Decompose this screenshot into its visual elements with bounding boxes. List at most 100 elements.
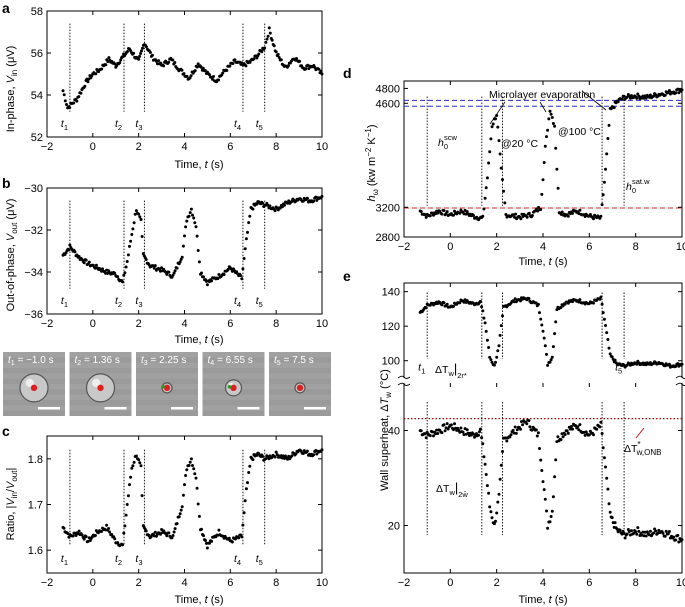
series-c-point	[181, 493, 185, 497]
x-tick-label: 2	[494, 577, 500, 589]
x-tick-label: 0	[90, 318, 96, 330]
series-d-point	[556, 186, 560, 190]
series-a-point	[180, 68, 184, 72]
y-tick-label: −36	[24, 309, 43, 321]
series-c-point	[137, 458, 141, 462]
series-d-point	[541, 178, 545, 182]
marks-d	[418, 87, 684, 222]
series-d-point	[503, 201, 507, 205]
series-a-point	[126, 50, 129, 53]
photo-texture	[136, 362, 198, 368]
series-e-bottom-point	[419, 429, 423, 433]
series-a-point	[118, 61, 122, 65]
series-e-bottom-point	[528, 425, 532, 429]
series-a-point	[137, 57, 141, 61]
series-b-point	[87, 260, 91, 264]
series-d-point	[592, 217, 595, 221]
series-d-point	[606, 137, 610, 140]
series-e-bottom-point	[478, 427, 482, 431]
panel-e-top-marker-label: t5	[615, 361, 622, 375]
series-c-point	[246, 481, 249, 485]
panel-c-marker-label: t1	[61, 553, 68, 567]
series-a-point	[276, 53, 280, 56]
xlabel-c: Time, t (s)	[174, 594, 223, 606]
photo-texture	[269, 394, 331, 400]
panel-letter-c: c	[2, 423, 10, 439]
series-d-point	[546, 128, 550, 132]
series-b-point	[196, 249, 200, 252]
series-e-bottom-point	[505, 439, 509, 443]
series-d-point	[424, 215, 428, 219]
series-e-bottom-point	[432, 434, 435, 438]
series-d-point	[465, 210, 469, 214]
series-e-bottom-point	[549, 515, 553, 518]
series-e-bottom-point	[618, 528, 622, 532]
series-b-point	[194, 225, 198, 229]
series-a-point	[157, 59, 160, 63]
scale-bar	[38, 407, 60, 410]
series-c-point	[113, 537, 117, 541]
series-c-point	[105, 523, 109, 527]
series-e-bottom-point	[606, 487, 610, 491]
ylabel-c: Ratio, |Vin/Vout|	[5, 468, 19, 541]
series-c-point	[93, 534, 97, 537]
onb-arrow	[635, 427, 645, 439]
series-a-point	[228, 64, 232, 68]
series-b-point	[183, 234, 186, 238]
series-e-top-point	[610, 355, 614, 359]
series-c-point	[204, 539, 207, 542]
ticks-c: −2 0 2 4 6 8 10 1.6 1.7 1.8	[28, 436, 328, 589]
series-c-point	[315, 452, 319, 456]
series-e-top-point	[600, 302, 604, 306]
series-d-point	[566, 214, 570, 218]
series-e-bottom-point	[482, 455, 486, 459]
series-c-point	[172, 530, 176, 534]
series-a-point	[185, 74, 189, 78]
series-c-point	[167, 531, 171, 535]
series-a-point	[268, 31, 272, 35]
series-d-point	[644, 96, 648, 100]
series-e-bottom-point	[497, 492, 501, 496]
series-e-bottom-point	[610, 516, 614, 520]
series-e-bottom-point	[545, 509, 548, 513]
series-b-point	[192, 216, 196, 220]
panel-c-marker-label: t2	[115, 553, 122, 567]
heater-dot	[296, 384, 304, 392]
series-c-point	[273, 455, 277, 459]
series-e-bottom-point	[674, 538, 678, 542]
series-e-bottom-point	[509, 433, 513, 437]
series-e-top-point	[495, 355, 499, 359]
series-e-bottom-point	[492, 522, 496, 526]
photo-texture	[69, 362, 132, 368]
series-e-bottom-point	[480, 436, 484, 440]
series-d-point	[481, 214, 485, 218]
series-b-point	[217, 273, 221, 276]
series-b-point	[178, 260, 182, 264]
series-e-top-point	[608, 352, 612, 356]
series-e-bottom-point	[595, 427, 599, 431]
series-c-point	[107, 527, 111, 530]
series-e-bottom-point	[632, 531, 636, 535]
series-b-point	[200, 271, 203, 275]
series-d-point	[627, 94, 631, 98]
series-a-point	[119, 58, 123, 62]
series-d-point	[616, 100, 620, 104]
series-d-point	[419, 210, 423, 213]
series-e-top-point	[501, 314, 504, 318]
panel-c-marker-label: t4	[234, 553, 241, 567]
series-a-point	[272, 44, 276, 48]
series-e-bottom-point	[578, 423, 582, 427]
series-e-top-point	[484, 329, 488, 333]
h0scw-label: h0scw	[438, 133, 458, 151]
series-e-top-point	[680, 362, 684, 366]
series-a-point	[266, 34, 270, 38]
h0satw-label: h0sat.w	[626, 177, 650, 195]
series-a-point	[148, 51, 152, 54]
series-e-bottom-point	[488, 505, 492, 509]
series-b-point	[101, 267, 104, 271]
series-e-bottom-point	[577, 428, 581, 432]
photo-4: t4 = 6.55 s	[202, 352, 265, 416]
y-tick-label: 3200	[376, 202, 400, 214]
series-b-point	[180, 255, 184, 259]
x-tick-label: 0	[447, 577, 453, 589]
